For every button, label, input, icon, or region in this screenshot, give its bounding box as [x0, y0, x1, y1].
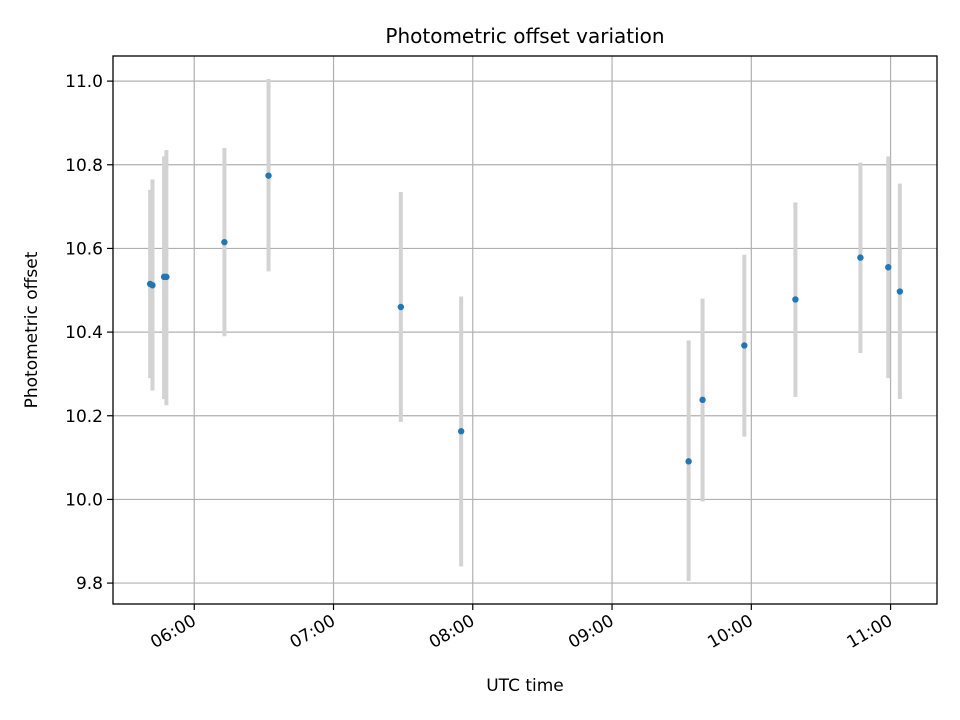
data-point	[397, 303, 405, 311]
x-tick-label: 08:00	[426, 611, 478, 653]
data-point	[699, 396, 706, 404]
data-points	[146, 172, 904, 465]
data-point	[896, 288, 904, 295]
y-tick-label: 9.8	[76, 574, 103, 594]
data-point	[741, 342, 748, 349]
x-tick-label: 11:00	[844, 611, 896, 653]
y-tick-label: 11.0	[65, 72, 103, 92]
data-point	[160, 273, 168, 281]
data-point	[792, 296, 799, 303]
grid	[113, 56, 937, 604]
data-point	[265, 172, 272, 179]
y-tick-label: 10.8	[65, 156, 103, 176]
x-tick-label: 06:00	[147, 611, 199, 653]
data-point	[457, 428, 465, 435]
y-tick-label: 10.0	[65, 490, 103, 510]
x-tick-label: 10:00	[704, 611, 756, 653]
errorbars	[148, 79, 902, 581]
y-tick-label: 10.2	[65, 407, 103, 427]
y-tick-label: 10.4	[65, 323, 103, 343]
x-tick-label: 07:00	[287, 611, 339, 653]
y-tick-label: 10.6	[65, 239, 103, 259]
y-axis-label: Photometric offset	[22, 251, 42, 408]
x-axis-label: UTC time	[486, 676, 564, 696]
chart-title: Photometric offset variation	[385, 24, 664, 48]
data-point	[885, 264, 892, 271]
data-point	[221, 238, 228, 246]
ticks: 06:00 07:00 08:00 09:00 10:00 11:00 9.8 10.0 10.…	[65, 72, 896, 653]
data-point	[149, 282, 156, 289]
x-tick-label: 09:00	[565, 611, 617, 653]
data-point	[685, 458, 692, 465]
data-point	[857, 254, 864, 261]
plot-frame	[112, 55, 938, 605]
